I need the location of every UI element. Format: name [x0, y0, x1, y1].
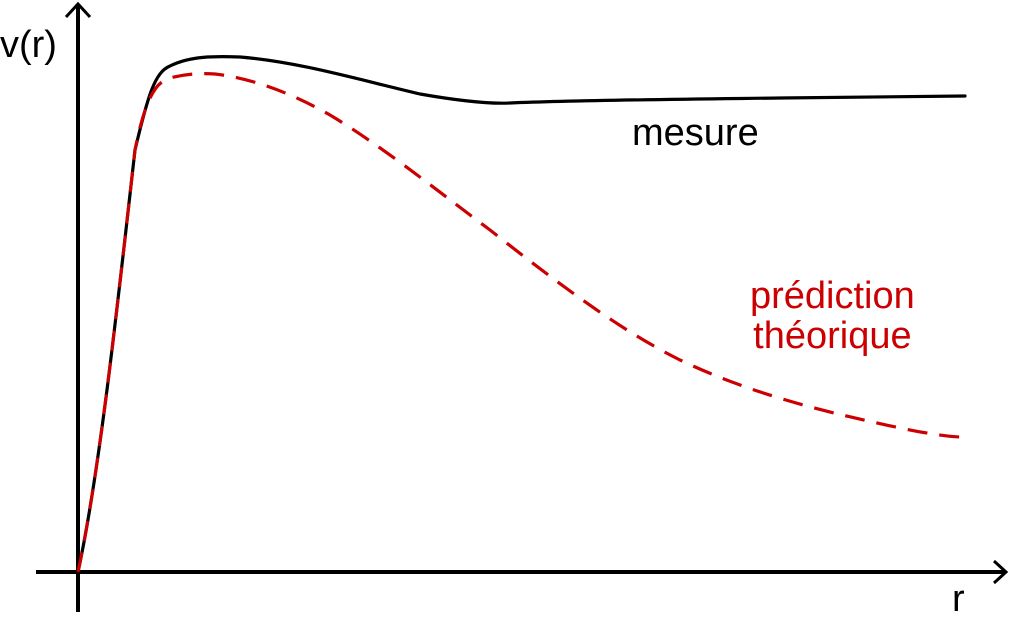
x-axis-label: r	[952, 578, 965, 620]
series-prediction	[76, 72, 963, 573]
legend-prediction-label: prédiction théorique	[750, 276, 915, 356]
series-mesure	[76, 54, 967, 574]
prediction-label-line1: prédiction	[750, 275, 915, 317]
y-axis-label: v(r)	[0, 24, 57, 66]
y-axis-arrow-icon	[64, 1, 92, 19]
x-axis-arrow-icon	[992, 559, 1009, 585]
prediction-label-line2: théorique	[753, 315, 912, 357]
legend-mesure-label: mesure	[632, 112, 759, 154]
